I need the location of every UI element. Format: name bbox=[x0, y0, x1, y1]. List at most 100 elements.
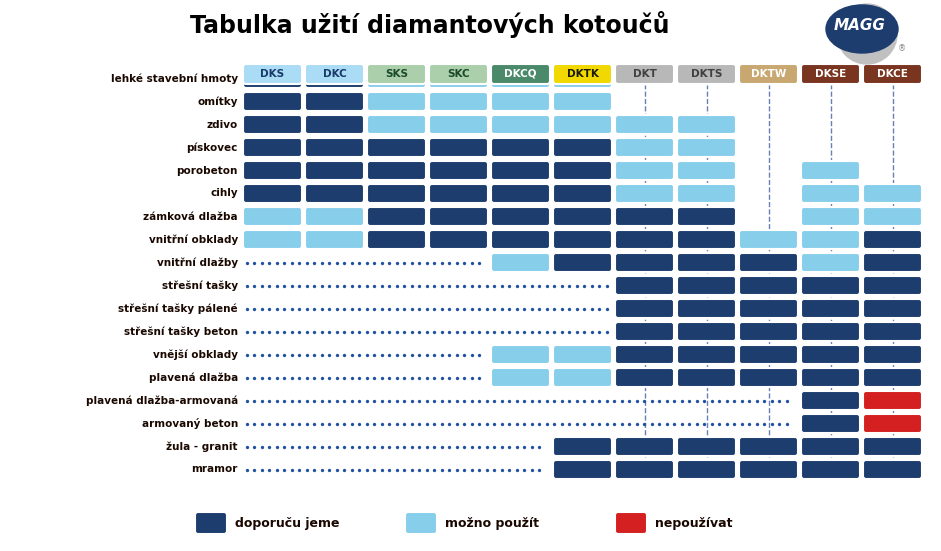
FancyBboxPatch shape bbox=[429, 92, 488, 111]
FancyBboxPatch shape bbox=[491, 64, 550, 84]
FancyBboxPatch shape bbox=[615, 512, 647, 534]
Text: žula - granit: žula - granit bbox=[167, 441, 238, 452]
FancyBboxPatch shape bbox=[801, 184, 860, 203]
Text: doporuču jeme: doporuču jeme bbox=[235, 516, 340, 530]
Text: SKC: SKC bbox=[447, 69, 470, 79]
FancyBboxPatch shape bbox=[367, 69, 426, 88]
FancyBboxPatch shape bbox=[553, 115, 612, 134]
FancyBboxPatch shape bbox=[739, 322, 798, 341]
FancyBboxPatch shape bbox=[739, 368, 798, 387]
FancyBboxPatch shape bbox=[801, 299, 860, 318]
FancyBboxPatch shape bbox=[801, 345, 860, 364]
Text: vnitřní dlažby: vnitřní dlažby bbox=[157, 257, 238, 268]
FancyBboxPatch shape bbox=[429, 69, 488, 88]
Text: armovaný beton: armovaný beton bbox=[142, 418, 238, 429]
Text: vnější obklady: vnější obklady bbox=[153, 349, 238, 360]
FancyBboxPatch shape bbox=[305, 92, 364, 111]
FancyBboxPatch shape bbox=[491, 230, 550, 249]
Text: střešní tašky beton: střešní tašky beton bbox=[124, 326, 238, 337]
FancyBboxPatch shape bbox=[553, 69, 612, 88]
Text: DKSE: DKSE bbox=[815, 69, 846, 79]
FancyBboxPatch shape bbox=[863, 184, 922, 203]
FancyBboxPatch shape bbox=[367, 92, 426, 111]
Text: střešní tašky: střešní tašky bbox=[162, 280, 238, 291]
FancyBboxPatch shape bbox=[801, 230, 860, 249]
FancyBboxPatch shape bbox=[863, 368, 922, 387]
FancyBboxPatch shape bbox=[429, 161, 488, 180]
FancyBboxPatch shape bbox=[491, 184, 550, 203]
FancyBboxPatch shape bbox=[305, 230, 364, 249]
Text: DKT: DKT bbox=[632, 69, 657, 79]
FancyBboxPatch shape bbox=[677, 184, 736, 203]
Text: plavená dlažba-armovaná: plavená dlažba-armovaná bbox=[86, 395, 238, 406]
FancyBboxPatch shape bbox=[553, 184, 612, 203]
Text: možno použít: možno použít bbox=[445, 516, 539, 530]
FancyBboxPatch shape bbox=[801, 368, 860, 387]
FancyBboxPatch shape bbox=[367, 184, 426, 203]
FancyBboxPatch shape bbox=[615, 64, 674, 84]
Text: nepoužívat: nepoužívat bbox=[655, 516, 732, 530]
FancyBboxPatch shape bbox=[739, 299, 798, 318]
FancyBboxPatch shape bbox=[739, 230, 798, 249]
FancyBboxPatch shape bbox=[863, 322, 922, 341]
FancyBboxPatch shape bbox=[615, 253, 674, 272]
FancyBboxPatch shape bbox=[615, 460, 674, 479]
FancyBboxPatch shape bbox=[615, 368, 674, 387]
FancyBboxPatch shape bbox=[305, 138, 364, 157]
FancyBboxPatch shape bbox=[801, 322, 860, 341]
Text: zámková dlažba: zámková dlažba bbox=[143, 212, 238, 222]
FancyBboxPatch shape bbox=[553, 92, 612, 111]
FancyBboxPatch shape bbox=[739, 437, 798, 456]
FancyBboxPatch shape bbox=[305, 115, 364, 134]
FancyBboxPatch shape bbox=[863, 64, 922, 84]
FancyBboxPatch shape bbox=[553, 253, 612, 272]
FancyBboxPatch shape bbox=[553, 64, 612, 84]
FancyBboxPatch shape bbox=[677, 437, 736, 456]
Text: vnitřní obklady: vnitřní obklady bbox=[149, 234, 238, 245]
Text: mramor: mramor bbox=[192, 464, 238, 474]
FancyBboxPatch shape bbox=[739, 345, 798, 364]
FancyBboxPatch shape bbox=[553, 437, 612, 456]
FancyBboxPatch shape bbox=[429, 184, 488, 203]
FancyBboxPatch shape bbox=[243, 92, 302, 111]
FancyBboxPatch shape bbox=[615, 345, 674, 364]
FancyBboxPatch shape bbox=[305, 207, 364, 226]
FancyBboxPatch shape bbox=[677, 253, 736, 272]
FancyBboxPatch shape bbox=[863, 253, 922, 272]
FancyBboxPatch shape bbox=[615, 230, 674, 249]
Text: DKCE: DKCE bbox=[877, 69, 908, 79]
FancyBboxPatch shape bbox=[863, 414, 922, 433]
FancyBboxPatch shape bbox=[677, 64, 736, 84]
FancyBboxPatch shape bbox=[491, 207, 550, 226]
FancyBboxPatch shape bbox=[615, 437, 674, 456]
FancyBboxPatch shape bbox=[553, 368, 612, 387]
FancyBboxPatch shape bbox=[677, 276, 736, 295]
FancyBboxPatch shape bbox=[677, 230, 736, 249]
Text: plavená dlažba: plavená dlažba bbox=[149, 372, 238, 383]
FancyBboxPatch shape bbox=[553, 230, 612, 249]
FancyBboxPatch shape bbox=[677, 299, 736, 318]
FancyBboxPatch shape bbox=[615, 161, 674, 180]
Text: DKCQ: DKCQ bbox=[504, 69, 536, 79]
FancyBboxPatch shape bbox=[553, 138, 612, 157]
FancyBboxPatch shape bbox=[863, 276, 922, 295]
Text: Tabulka užití diamantových kotoučů: Tabulka užití diamantových kotoučů bbox=[190, 10, 670, 37]
FancyBboxPatch shape bbox=[863, 460, 922, 479]
FancyBboxPatch shape bbox=[677, 161, 736, 180]
FancyBboxPatch shape bbox=[801, 391, 860, 410]
Text: ®: ® bbox=[898, 45, 906, 53]
FancyBboxPatch shape bbox=[243, 161, 302, 180]
Text: SKS: SKS bbox=[385, 69, 408, 79]
FancyBboxPatch shape bbox=[491, 115, 550, 134]
FancyBboxPatch shape bbox=[491, 92, 550, 111]
FancyBboxPatch shape bbox=[243, 69, 302, 88]
FancyBboxPatch shape bbox=[801, 207, 860, 226]
FancyBboxPatch shape bbox=[553, 345, 612, 364]
FancyBboxPatch shape bbox=[615, 207, 674, 226]
FancyBboxPatch shape bbox=[405, 512, 437, 534]
FancyBboxPatch shape bbox=[615, 184, 674, 203]
Text: DKS: DKS bbox=[261, 69, 284, 79]
FancyBboxPatch shape bbox=[615, 115, 674, 134]
FancyBboxPatch shape bbox=[615, 322, 674, 341]
FancyBboxPatch shape bbox=[429, 230, 488, 249]
